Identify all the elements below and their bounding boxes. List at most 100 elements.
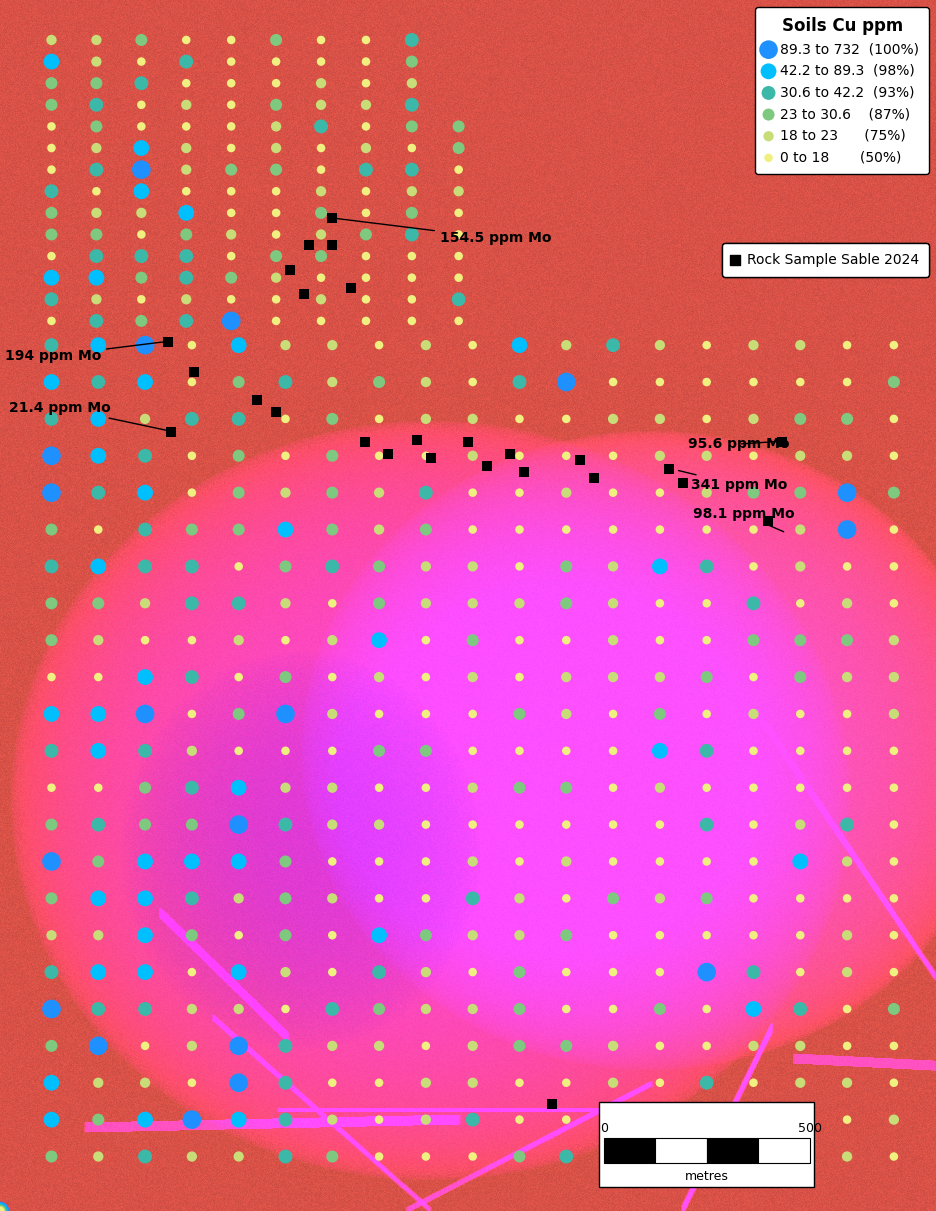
Point xyxy=(587,469,602,488)
Point xyxy=(314,182,329,201)
Point xyxy=(91,446,106,465)
Point xyxy=(465,815,480,834)
Point xyxy=(325,667,340,687)
Point xyxy=(138,372,153,391)
Point xyxy=(418,372,433,391)
Point xyxy=(372,446,387,465)
Point xyxy=(44,246,59,265)
Point xyxy=(559,1037,574,1056)
Point xyxy=(840,925,855,945)
Point xyxy=(559,631,574,650)
Point xyxy=(224,30,239,50)
Point xyxy=(44,777,59,797)
Bar xyxy=(604,1138,655,1163)
Point xyxy=(138,667,153,687)
Point xyxy=(231,409,246,429)
Point xyxy=(699,1147,714,1166)
Point xyxy=(793,631,808,650)
Point xyxy=(652,777,667,797)
Point xyxy=(418,520,433,539)
Point xyxy=(372,999,387,1018)
Point xyxy=(325,520,340,539)
Point xyxy=(269,116,284,136)
Point xyxy=(278,593,293,613)
Point xyxy=(134,311,149,331)
Point xyxy=(184,1110,199,1130)
Point xyxy=(840,777,855,797)
Point xyxy=(44,1110,59,1130)
Point xyxy=(886,520,901,539)
Point xyxy=(840,815,855,834)
Point xyxy=(372,520,387,539)
Point xyxy=(372,741,387,761)
Point xyxy=(606,520,621,539)
Point xyxy=(44,96,59,115)
Point xyxy=(91,999,106,1018)
Point xyxy=(840,631,855,650)
Point xyxy=(652,889,667,908)
Point xyxy=(465,335,480,355)
Point xyxy=(606,372,621,391)
Point xyxy=(278,777,293,797)
Point xyxy=(269,203,284,223)
Point xyxy=(652,1147,667,1166)
Point xyxy=(512,1073,527,1092)
Point xyxy=(886,593,901,613)
Point xyxy=(91,777,106,797)
Point xyxy=(606,1073,621,1092)
Point xyxy=(886,889,901,908)
Point xyxy=(134,52,149,71)
Point xyxy=(559,446,574,465)
Point xyxy=(325,925,340,945)
Point xyxy=(278,741,293,761)
Point xyxy=(179,116,194,136)
Point xyxy=(89,96,104,115)
Point xyxy=(184,593,199,613)
Bar xyxy=(707,1138,758,1163)
Point xyxy=(372,889,387,908)
Point xyxy=(840,483,855,503)
Point xyxy=(512,851,527,871)
Point xyxy=(886,705,901,724)
Point xyxy=(746,1147,761,1166)
Point xyxy=(224,268,239,287)
Point xyxy=(418,999,433,1018)
Point xyxy=(559,557,574,576)
Point xyxy=(652,557,667,576)
Point xyxy=(479,457,494,476)
Point xyxy=(372,815,387,834)
Point xyxy=(512,631,527,650)
Point xyxy=(89,74,104,93)
Point xyxy=(886,815,901,834)
Point xyxy=(325,593,340,613)
Point xyxy=(409,430,424,449)
Point xyxy=(451,116,466,136)
Point xyxy=(652,593,667,613)
Point xyxy=(44,138,59,157)
Point xyxy=(606,1147,621,1166)
Point xyxy=(278,1073,293,1092)
Point xyxy=(314,311,329,331)
Point xyxy=(184,741,199,761)
Point xyxy=(44,631,59,650)
Point xyxy=(250,390,265,409)
Point xyxy=(606,705,621,724)
Point xyxy=(793,1147,808,1166)
Point xyxy=(91,1147,106,1166)
Point xyxy=(314,160,329,179)
Point xyxy=(746,1037,761,1056)
Point xyxy=(404,246,419,265)
Point xyxy=(517,463,532,482)
Point xyxy=(461,432,475,452)
Point xyxy=(358,268,373,287)
Point xyxy=(278,483,293,503)
Point xyxy=(325,1110,340,1130)
Point xyxy=(91,963,106,982)
Point xyxy=(278,1110,293,1130)
Point xyxy=(358,74,373,93)
Point xyxy=(606,851,621,871)
Point xyxy=(278,925,293,945)
Point xyxy=(886,667,901,687)
Point xyxy=(606,409,621,429)
Point xyxy=(451,311,466,331)
